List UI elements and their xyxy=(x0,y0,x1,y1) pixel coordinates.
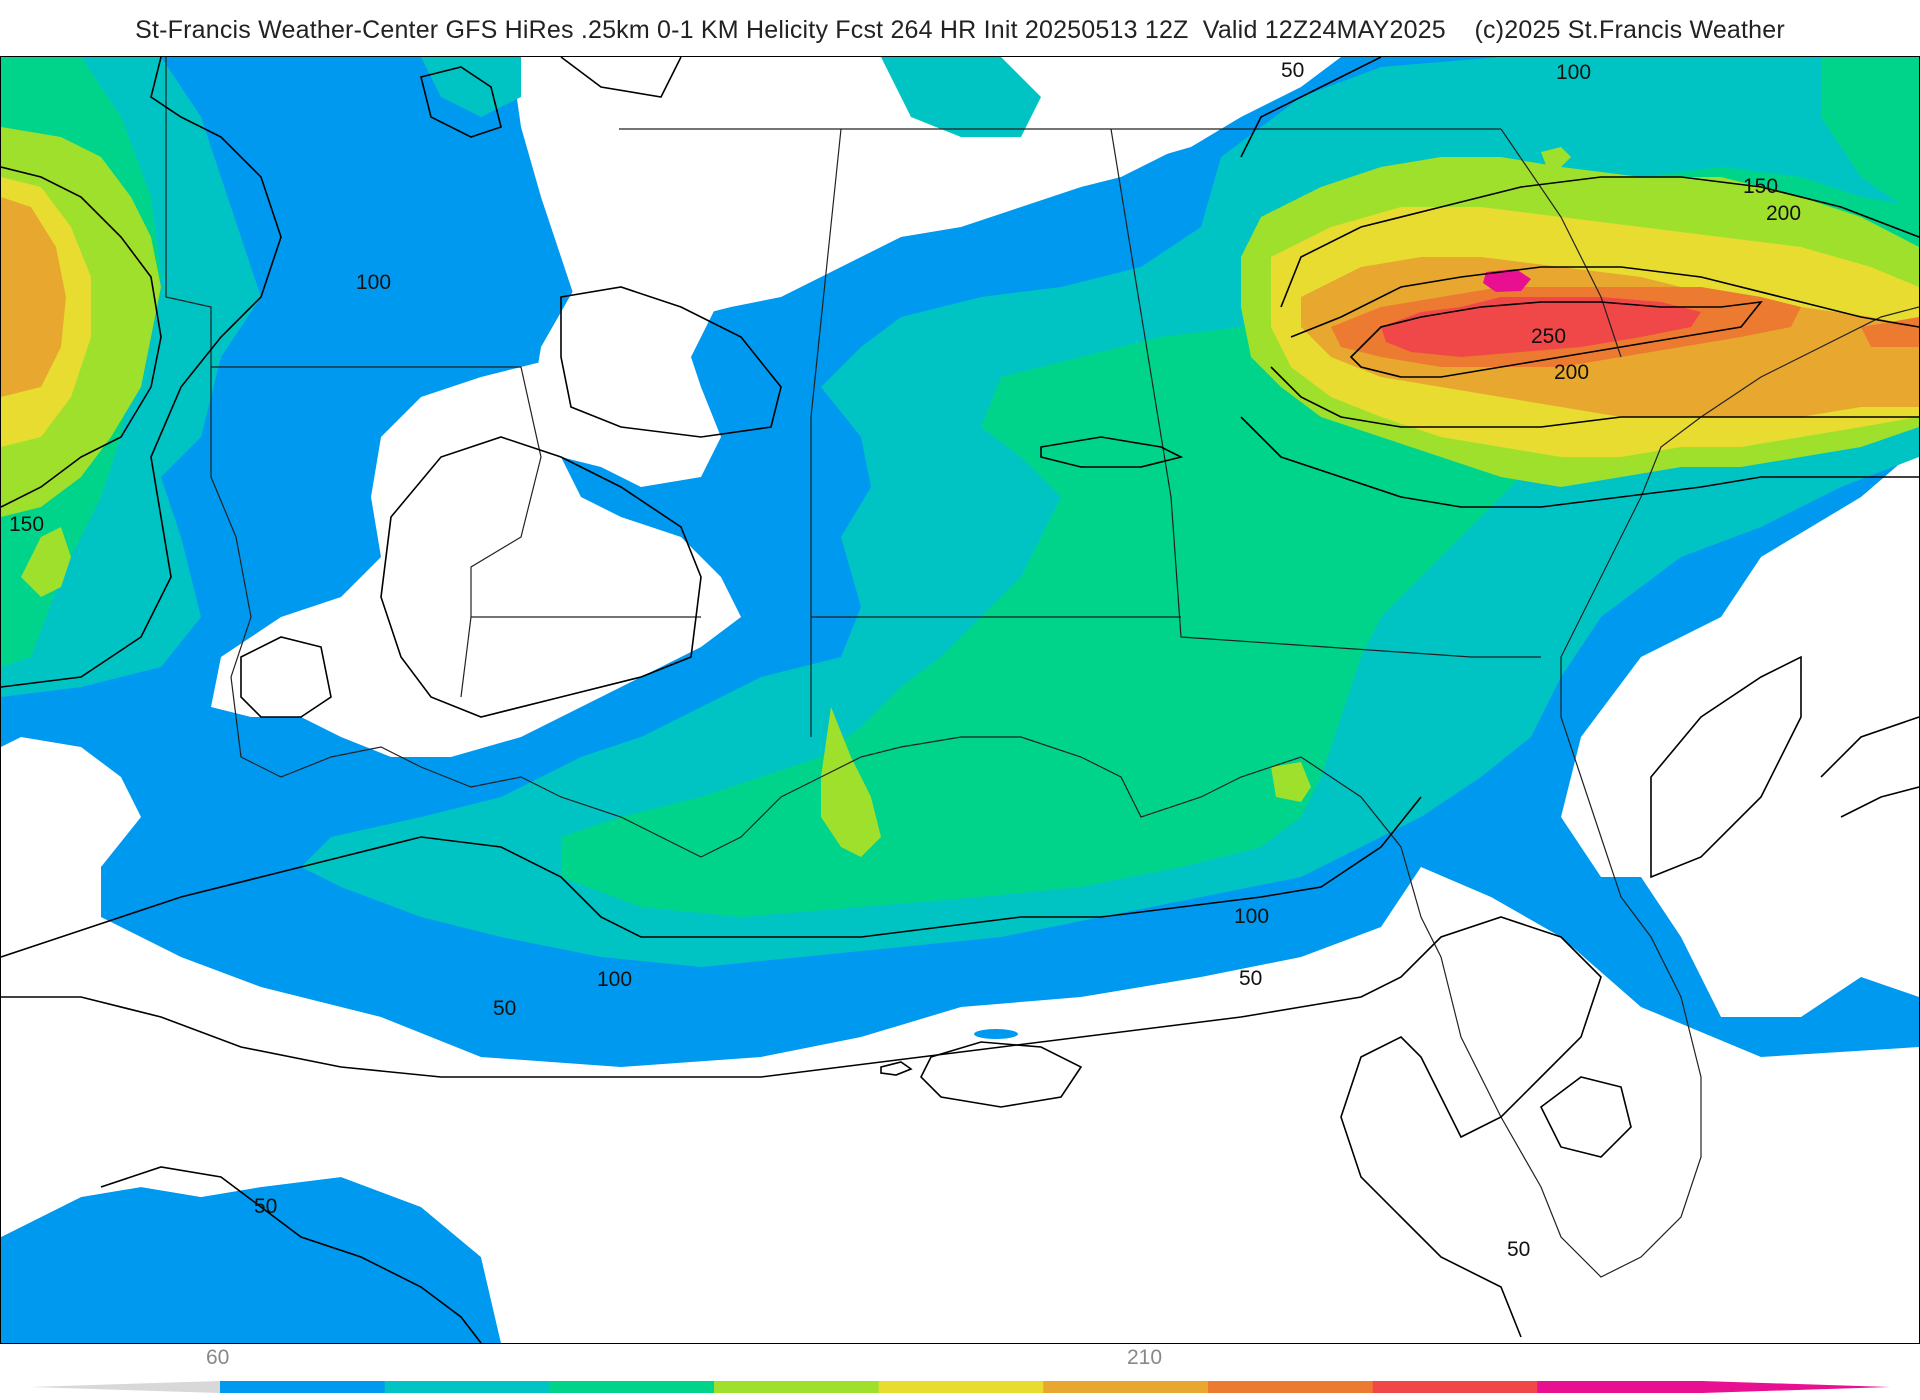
color-bar-segment xyxy=(878,1381,1044,1393)
color-bar-segment xyxy=(1372,1381,1538,1393)
color-legend: 60 210 xyxy=(0,1342,1920,1400)
contour-label-50: 50 xyxy=(493,997,516,1020)
legend-tick-label: 210 xyxy=(1127,1346,1163,1369)
helicity-map: 50 100 100 150 150 200 250 200 100 100 5… xyxy=(1,57,1919,1343)
helicity-fill-red xyxy=(1381,297,1701,357)
contour-label-50: 50 xyxy=(1281,59,1304,82)
contour-label-50: 50 xyxy=(254,1195,277,1218)
helicity-fill-magenta xyxy=(1483,269,1531,292)
contour-label-200: 200 xyxy=(1766,202,1801,225)
contour-label-100: 100 xyxy=(1234,905,1269,928)
color-bar-segment xyxy=(1208,1381,1374,1393)
contour-label-100: 100 xyxy=(1556,61,1591,84)
helicity-fill-low xyxy=(1,57,1919,1343)
color-bar-segment xyxy=(714,1381,880,1393)
contour-label-50: 50 xyxy=(1239,967,1262,990)
geographic-boundaries xyxy=(165,57,1919,1278)
color-bar-segment xyxy=(220,1381,386,1393)
map-title: St-Francis Weather-Center GFS HiRes .25k… xyxy=(135,16,1785,44)
contour-label-200: 200 xyxy=(1554,361,1589,384)
legend-tick-label: 60 xyxy=(206,1346,230,1369)
color-bar-segments xyxy=(220,1381,1703,1393)
color-bar-segment xyxy=(1537,1381,1703,1393)
helicity-contours xyxy=(1,57,1919,1343)
contour-label-150: 150 xyxy=(1743,175,1778,198)
color-bar xyxy=(30,1381,1890,1393)
contour-label-100: 100 xyxy=(597,968,632,991)
color-bar-low-arrow xyxy=(30,1381,220,1393)
color-bar-segment xyxy=(549,1381,715,1393)
color-bar-segment xyxy=(1043,1381,1209,1393)
color-bar-high-arrow xyxy=(1702,1381,1890,1393)
contour-label-250: 250 xyxy=(1531,325,1566,348)
color-bar-segment xyxy=(384,1381,550,1393)
map-panel: 50 100 100 150 150 200 250 200 100 100 5… xyxy=(0,56,1920,1344)
contour-label-100: 100 xyxy=(356,271,391,294)
contour-label-150: 150 xyxy=(9,513,44,536)
contour-label-50: 50 xyxy=(1507,1238,1530,1261)
